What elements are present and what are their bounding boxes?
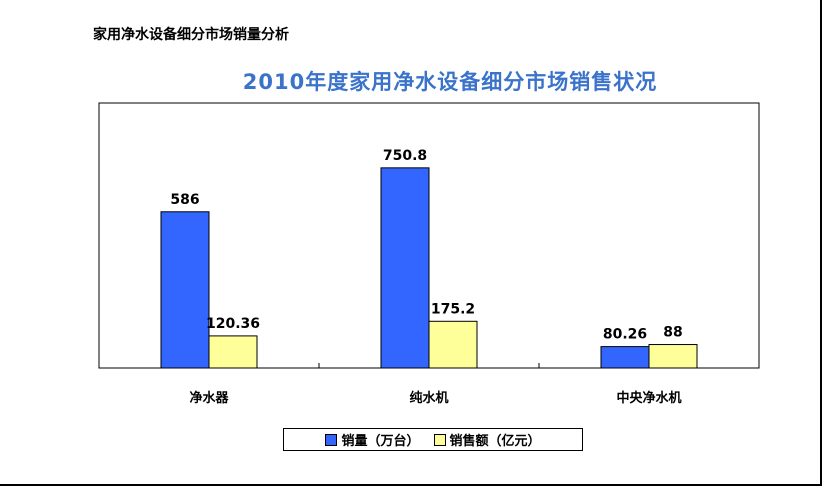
data-label-0-2: 80.26 [603, 327, 647, 343]
data-label-0-1: 750.8 [383, 148, 427, 164]
data-label-1-0: 120.36 [206, 316, 260, 332]
bar-0-2 [600, 346, 650, 369]
legend-label-1: 销售额（亿元） [449, 434, 541, 449]
legend-swatch-1 [433, 433, 446, 446]
legend: 销量（万台） 销售额（亿元） [283, 428, 583, 451]
data-label-0-0: 586 [170, 192, 199, 208]
bar-1-1 [428, 320, 478, 369]
category-label-2: 中央净水机 [616, 390, 681, 406]
chart-title: 2010年度家用净水设备细分市场销售状况 [242, 70, 658, 94]
legend-label-0: 销量（万台） [341, 434, 420, 449]
category-label-1: 纯水机 [409, 390, 448, 406]
bar-1-0 [208, 335, 258, 369]
legend-item-1: 销售额（亿元） [433, 430, 541, 449]
category-label-0: 净水器 [189, 390, 229, 406]
document-heading: 家用净水设备细分市场销量分析 [93, 27, 289, 43]
data-label-1-2: 88 [663, 325, 682, 341]
bar-0-1 [380, 167, 430, 369]
legend-item-0: 销量（万台） [325, 430, 420, 449]
bar-1-2 [648, 344, 698, 369]
data-label-1-1: 175.2 [431, 301, 475, 317]
bar-0-0 [160, 211, 210, 369]
legend-swatch-0 [325, 433, 338, 446]
